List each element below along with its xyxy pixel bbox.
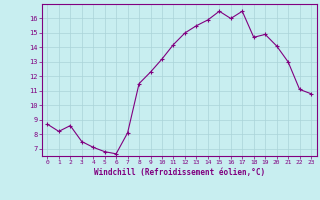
X-axis label: Windchill (Refroidissement éolien,°C): Windchill (Refroidissement éolien,°C) xyxy=(94,168,265,177)
